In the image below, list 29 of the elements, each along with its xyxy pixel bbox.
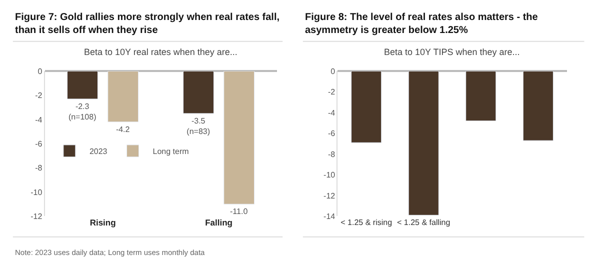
x-tick-label: < 1.25 & rising <box>340 218 392 228</box>
chart-subtitle: Beta to 10Y real rates when they are... <box>84 47 238 57</box>
chart-title: Figure 8: The level of real rates also matters - the asymmetry is greater below 1.25% <box>305 12 538 36</box>
y-tick-label: -8 <box>35 164 43 173</box>
y-tick-label: -6 <box>35 139 43 148</box>
data-label: -11.0 <box>230 207 248 216</box>
x-tick-label: Falling <box>205 218 232 228</box>
x-tick-label: < 1.25 & falling <box>397 218 450 228</box>
data-label: -3.5 (n=83) <box>186 116 210 136</box>
legend-label: 2023 <box>89 147 108 156</box>
y-tick-label: -8 <box>328 150 336 159</box>
y-tick-label: 0 <box>330 66 336 76</box>
y-tick-label: -6 <box>328 129 336 138</box>
y-tick-label: -2 <box>35 91 43 100</box>
x-tick-label: Rising <box>90 218 116 228</box>
y-tick-label: -12 <box>324 191 336 200</box>
chart-subtitle: Beta to 10Y TIPS when they are... <box>384 47 520 57</box>
y-tick-label: -4 <box>35 115 43 124</box>
y-tick-label: -10 <box>324 170 336 180</box>
y-tick-label: -4 <box>328 108 336 118</box>
data-label: -4.2 <box>116 124 130 134</box>
y-tick-label: -12 <box>30 212 43 221</box>
data-label: -2.3 (n=108) <box>68 102 97 122</box>
y-tick-label: -14 <box>324 212 336 221</box>
y-tick-label: 0 <box>38 66 43 76</box>
legend-label: Long term <box>152 147 190 156</box>
y-tick-label: -2 <box>328 88 336 97</box>
chart-title: Figure 7: Gold rallies more strongly when real rates fall, than it sells off when they rise <box>15 12 280 36</box>
y-tick-label: -10 <box>30 188 43 197</box>
